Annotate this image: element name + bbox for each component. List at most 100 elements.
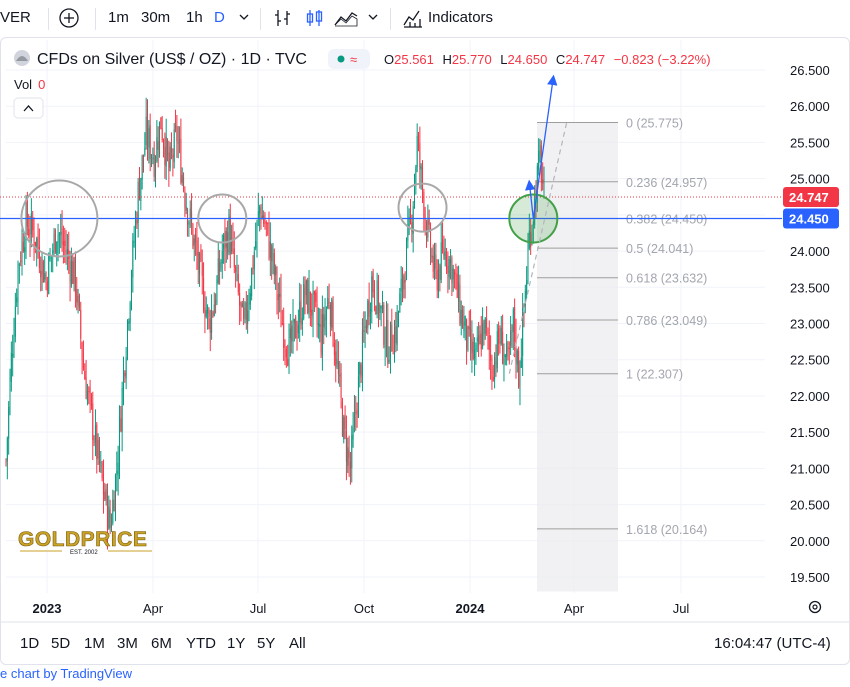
clock[interactable]: 16:04:47 (UTC-4) [714, 635, 831, 652]
candle-body [22, 242, 24, 252]
range-ytd[interactable]: YTD [186, 635, 216, 652]
x-tick-label: Jul [250, 601, 267, 616]
candle-body [422, 167, 424, 191]
candle-body [536, 165, 538, 203]
candle-body [357, 376, 359, 418]
candle-body [401, 274, 403, 289]
y-tick-label: 26.000 [790, 99, 830, 114]
interval-1m[interactable]: 1m [108, 9, 129, 26]
collapse-legend-button[interactable] [13, 97, 44, 119]
range-1m[interactable]: 1M [84, 635, 105, 652]
candle-body [32, 217, 34, 231]
candle-body [156, 137, 158, 161]
symbol-logo-icon [14, 50, 30, 66]
candle-body [205, 310, 207, 317]
candle-body [458, 282, 460, 302]
goldprice-logo-text: GOLDPRICE [18, 528, 147, 551]
x-tick-label: 2024 [456, 601, 486, 616]
candle-body [147, 117, 149, 147]
candle-body [219, 261, 221, 272]
candle-body [411, 222, 413, 233]
add-symbol-icon[interactable] [58, 7, 80, 29]
y-tick-label: 19.500 [790, 570, 830, 585]
toolbar-divider [260, 8, 261, 30]
candles-chart-type-icon[interactable] [303, 7, 325, 29]
candle-body [463, 321, 465, 332]
candle-body [510, 330, 512, 346]
candle-body [432, 256, 434, 272]
chevron-down-icon[interactable] [238, 12, 250, 22]
candle-body [518, 351, 520, 388]
candle-body [104, 491, 106, 500]
legend-title: CFDs on Silver (US$ / OZ) · 1D · TVC [37, 51, 307, 68]
chevron-down-icon[interactable] [367, 12, 379, 22]
candle-body [139, 182, 140, 200]
interval-1h[interactable]: 1h [186, 9, 203, 26]
candle-body [90, 394, 92, 406]
indicators-button[interactable]: Indicators [428, 9, 494, 26]
candle-body [57, 234, 59, 243]
fib-retracement-box [537, 122, 618, 592]
candle-body [502, 331, 504, 364]
range-3m[interactable]: 3M [117, 635, 138, 652]
candle-body [381, 302, 383, 310]
candle-body [60, 232, 62, 235]
candles [5, 97, 545, 550]
candle-body [17, 263, 19, 299]
candle-body [380, 306, 382, 309]
candle-body [360, 364, 362, 378]
resistance-circle [397, 182, 448, 233]
candle-body [475, 344, 477, 351]
candle-body [369, 308, 371, 314]
range-1d[interactable]: 1D [20, 635, 40, 652]
candle-body [361, 330, 363, 377]
gear-icon[interactable] [808, 600, 822, 614]
candle-body [192, 224, 194, 247]
candle-body [259, 206, 261, 214]
range-all[interactable]: All [289, 635, 306, 652]
candle-body [399, 293, 401, 313]
range-5d[interactable]: 5D [51, 635, 71, 652]
candle-body [256, 220, 258, 240]
annotations [20, 74, 568, 374]
candle-body [400, 278, 402, 292]
indicators-icon[interactable] [402, 7, 424, 29]
candle-body [239, 292, 241, 306]
goldprice-logo: GOLDPRICE EST. 2002 [18, 528, 152, 556]
bar-chart-type-icon[interactable] [272, 7, 294, 29]
candle-body [232, 238, 234, 246]
candle-body [14, 306, 16, 337]
candle-body [345, 431, 347, 462]
candle-body [309, 291, 311, 313]
candle-body [512, 309, 514, 333]
candle-body [359, 362, 361, 375]
range-1y[interactable]: 1Y [227, 635, 246, 652]
candle-body [152, 158, 154, 160]
candle-body [349, 461, 351, 469]
range-6m[interactable]: 6M [151, 635, 172, 652]
interval-d[interactable]: D [214, 9, 225, 26]
symbol-name[interactable]: VER [0, 9, 31, 26]
candle-body [189, 208, 191, 218]
candle-body [268, 225, 270, 259]
candle-body [272, 250, 274, 259]
candle-body [66, 249, 68, 255]
candle-body [447, 265, 449, 274]
area-chart-type-icon[interactable] [333, 7, 359, 29]
candle-body [277, 294, 279, 301]
candle-body [520, 357, 522, 368]
candle-body [397, 311, 399, 314]
interval-30m[interactable]: 30m [141, 9, 171, 26]
candle-body [264, 222, 266, 226]
fib-level-label: 1.618 (20.164) [626, 523, 707, 537]
candle-body [494, 357, 496, 380]
candle-body [459, 284, 461, 324]
tradingview-attribution[interactable]: e chart by TradingView [0, 666, 132, 681]
candle-body [94, 425, 96, 442]
range-5y[interactable]: 5Y [257, 635, 276, 652]
candle-body [472, 341, 474, 360]
candle-body [491, 358, 493, 378]
fib-level-label: 0.786 (23.049) [626, 314, 707, 328]
legend-status-pill[interactable]: ≈ [328, 49, 370, 69]
